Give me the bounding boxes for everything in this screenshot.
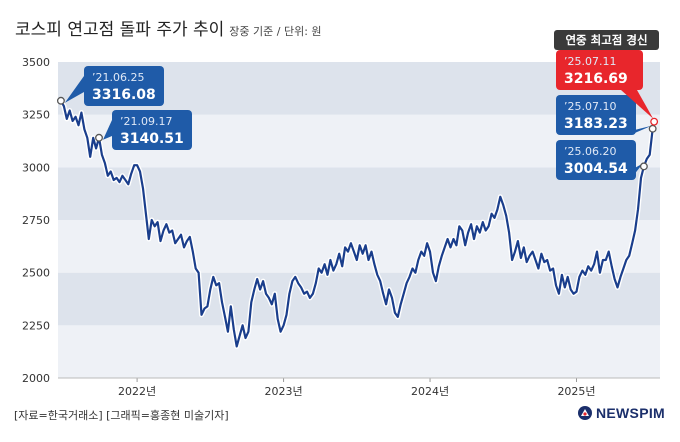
callout-value: 3004.54 <box>564 161 628 177</box>
callout-header-text: 연중 최고점 경신 <box>565 33 647 47</box>
callout-date: ’21.09.17 <box>120 115 172 128</box>
callout-point-marker <box>650 117 659 126</box>
callout-value: 3316.08 <box>92 87 156 103</box>
y-tick-label: 2000 <box>22 372 50 385</box>
callout-box <box>112 110 192 150</box>
y-tick-label: 2500 <box>22 267 50 280</box>
callout: ’25.07.10 3183.23 <box>556 95 657 135</box>
y-tick-label: 3500 <box>22 56 50 69</box>
callout-box <box>84 66 164 106</box>
newspim-logo-icon <box>578 406 592 420</box>
callout: ’21.09.17 3140.51 <box>95 110 192 150</box>
callout: ’25.06.20 3004.54 <box>556 140 648 180</box>
callout: ’25.07.11 3216.69 연중 최고점 경신 <box>554 30 659 126</box>
callout-date: ’21.06.25 <box>92 71 144 84</box>
newspim-logo: NEWSPIM <box>577 405 665 421</box>
callout-point-marker <box>56 96 65 105</box>
callout-value: 3183.23 <box>564 116 628 132</box>
callout-pointer <box>621 90 654 119</box>
y-tick-label: 3250 <box>22 109 50 122</box>
callout-date: ’25.07.10 <box>564 100 616 113</box>
y-tick-label: 2750 <box>22 214 50 227</box>
y-axis-tick-labels: 2000 2250 2500 2750 3000 3250 3500 <box>22 56 50 385</box>
chart-title: 코스피 연고점 돌파 주가 추이 장중 기준 / 단위: 원 <box>15 15 322 40</box>
callout-point-marker <box>648 124 657 133</box>
grid-band <box>58 325 660 378</box>
callout-header-box <box>554 30 659 50</box>
x-tick-label: 2023년 <box>265 385 303 398</box>
callout-box <box>556 95 636 135</box>
y-tick-label: 3000 <box>22 161 50 174</box>
callout-pointer <box>64 76 84 103</box>
x-tick-label: 2024년 <box>411 385 449 398</box>
chart-title-text: 코스피 연고점 돌파 주가 추이 <box>15 20 225 40</box>
callout-point-marker <box>639 162 648 171</box>
y-tick-label: 2250 <box>22 319 50 332</box>
callout-pointer <box>103 120 112 140</box>
callout-box <box>556 140 636 180</box>
callout-box <box>556 50 643 90</box>
callout-date: ’25.07.11 <box>564 55 616 68</box>
callouts: ’21.06.25 3316.08 ’21.09.17 3140.51 ’25.06.2… <box>56 30 659 180</box>
callout-date: ’25.06.20 <box>564 145 616 158</box>
callout: ’21.06.25 3316.08 <box>56 66 164 106</box>
chart-subtitle: 장중 기준 / 단위: 원 <box>229 25 322 38</box>
x-tick-label: 2022년 <box>118 385 156 398</box>
callout-value: 3140.51 <box>120 131 184 147</box>
callout-point-marker <box>95 133 103 142</box>
x-tick-label: 2025년 <box>557 385 595 398</box>
series-line <box>58 99 657 349</box>
newspim-logo-text: NEWSPIM <box>596 405 665 421</box>
source-note: [자료=한국거래소] [그래픽=홍종현 미술기자] <box>14 409 229 422</box>
series-line-path <box>59 100 656 348</box>
callout-value: 3216.69 <box>564 71 628 87</box>
x-axis-ticks: 2022년 2023년 2024년 2025년 <box>58 377 660 398</box>
